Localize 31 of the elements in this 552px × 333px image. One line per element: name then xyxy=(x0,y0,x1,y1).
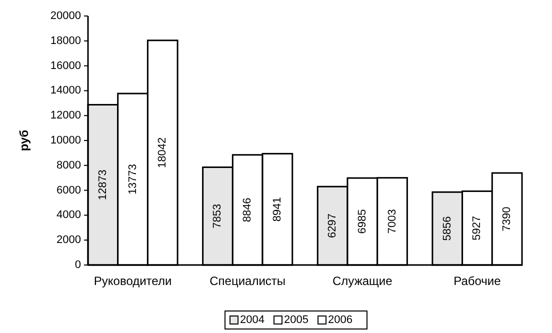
legend-label: 2004 xyxy=(240,314,264,326)
y-tick-label: 8000 xyxy=(56,159,81,172)
x-tick-label: Руководители xyxy=(94,274,172,288)
data-label: 6985 xyxy=(356,209,368,234)
x-tick-label: Специалисты xyxy=(210,274,286,288)
y-tick-label: 18000 xyxy=(50,34,81,47)
data-label: 5927 xyxy=(471,216,484,240)
legend-label: 2005 xyxy=(284,314,308,326)
data-label: 13773 xyxy=(126,164,139,195)
y-tick-label: 20000 xyxy=(50,10,81,22)
data-label: 7003 xyxy=(386,209,398,234)
data-label: 12873 xyxy=(96,170,109,200)
data-label: 8941 xyxy=(271,197,284,222)
y-axis-title: руб xyxy=(17,130,31,152)
y-tick-label: 0 xyxy=(74,259,81,271)
x-tick-label: Служащие xyxy=(332,274,393,288)
data-label: 18042 xyxy=(156,137,169,168)
y-tick-label: 12000 xyxy=(50,110,81,122)
x-tick-label: Рабочие xyxy=(454,274,502,288)
y-tick-label: 2000 xyxy=(56,234,81,246)
y-tick-label: 10000 xyxy=(50,134,81,146)
y-tick-label: 6000 xyxy=(56,184,81,196)
data-label: 7853 xyxy=(212,204,224,228)
y-tick-label: 4000 xyxy=(56,209,81,222)
y-tick-label: 14000 xyxy=(50,84,81,97)
data-label: 8846 xyxy=(242,198,254,222)
y-tick-label: 16000 xyxy=(50,60,81,72)
data-label: 6297 xyxy=(326,214,339,238)
data-label: 5856 xyxy=(441,216,454,241)
data-label: 7390 xyxy=(501,206,514,232)
legend-label: 2006 xyxy=(328,314,352,326)
